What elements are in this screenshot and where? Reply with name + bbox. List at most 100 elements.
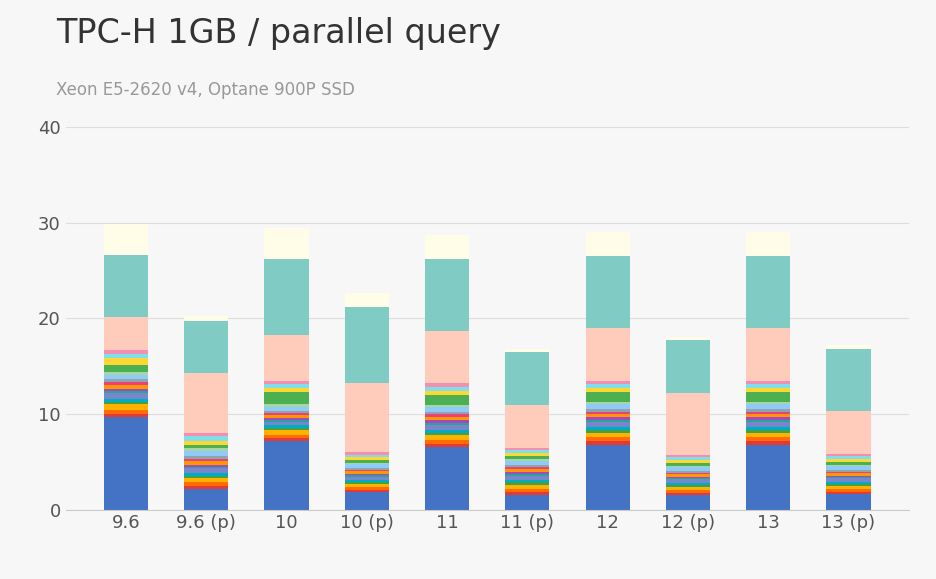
Bar: [264, 413, 308, 415]
Bar: [745, 409, 789, 412]
Bar: [425, 383, 469, 387]
Bar: [745, 445, 789, 510]
Bar: [104, 417, 148, 510]
Bar: [505, 456, 548, 459]
Bar: [826, 478, 870, 482]
Bar: [665, 490, 709, 493]
Bar: [184, 489, 228, 510]
Bar: [425, 331, 469, 383]
Bar: [665, 471, 709, 472]
Bar: [425, 430, 469, 433]
Bar: [184, 467, 228, 468]
Bar: [745, 420, 789, 422]
Bar: [344, 492, 388, 510]
Bar: [585, 445, 629, 510]
Bar: [344, 490, 388, 492]
Bar: [826, 472, 870, 473]
Bar: [264, 407, 308, 411]
Bar: [264, 420, 308, 422]
Bar: [264, 405, 308, 407]
Bar: [826, 477, 870, 478]
Bar: [264, 422, 308, 426]
Bar: [745, 384, 789, 388]
Bar: [104, 224, 148, 255]
Bar: [665, 466, 709, 467]
Bar: [104, 383, 148, 385]
Bar: [826, 411, 870, 454]
Bar: [425, 235, 469, 259]
Bar: [264, 430, 308, 434]
Bar: [184, 475, 228, 478]
Bar: [585, 380, 629, 384]
Bar: [104, 385, 148, 389]
Bar: [425, 444, 469, 448]
Bar: [184, 473, 228, 475]
Bar: [505, 492, 548, 495]
Bar: [104, 389, 148, 391]
Bar: [425, 395, 469, 405]
Bar: [585, 420, 629, 422]
Bar: [505, 450, 548, 453]
Bar: [505, 495, 548, 510]
Bar: [264, 438, 308, 441]
Bar: [505, 480, 548, 482]
Bar: [344, 468, 388, 470]
Bar: [585, 412, 629, 414]
Bar: [264, 441, 308, 510]
Bar: [505, 349, 548, 353]
Bar: [264, 381, 308, 384]
Bar: [104, 379, 148, 383]
Bar: [585, 388, 629, 393]
Bar: [826, 482, 870, 483]
Bar: [505, 472, 548, 474]
Bar: [585, 233, 629, 256]
Bar: [665, 457, 709, 460]
Bar: [505, 467, 548, 469]
Bar: [104, 375, 148, 379]
Bar: [505, 353, 548, 405]
Bar: [505, 474, 548, 475]
Bar: [665, 485, 709, 486]
Bar: [104, 394, 148, 399]
Bar: [826, 349, 870, 411]
Bar: [745, 388, 789, 393]
Bar: [665, 336, 709, 340]
Bar: [585, 256, 629, 328]
Bar: [184, 321, 228, 373]
Bar: [425, 417, 469, 420]
Bar: [745, 437, 789, 441]
Bar: [665, 483, 709, 485]
Bar: [425, 433, 469, 435]
Bar: [184, 451, 228, 456]
Bar: [585, 328, 629, 380]
Bar: [344, 455, 388, 457]
Bar: [665, 486, 709, 490]
Bar: [505, 405, 548, 448]
Bar: [344, 480, 388, 482]
Bar: [745, 233, 789, 256]
Bar: [745, 256, 789, 328]
Bar: [826, 475, 870, 477]
Bar: [665, 479, 709, 483]
Bar: [505, 475, 548, 480]
Text: Xeon E5-2620 v4, Optane 900P SSD: Xeon E5-2620 v4, Optane 900P SSD: [56, 81, 355, 99]
Bar: [104, 317, 148, 350]
Bar: [344, 452, 388, 455]
Bar: [826, 473, 870, 475]
Bar: [184, 433, 228, 437]
Bar: [104, 391, 148, 394]
Bar: [184, 461, 228, 464]
Bar: [344, 477, 388, 480]
Bar: [425, 415, 469, 417]
Bar: [745, 430, 789, 433]
Bar: [264, 418, 308, 420]
Bar: [344, 307, 388, 383]
Bar: [665, 495, 709, 510]
Bar: [585, 384, 629, 388]
Bar: [425, 387, 469, 391]
Bar: [425, 407, 469, 412]
Bar: [505, 459, 548, 461]
Bar: [344, 483, 388, 487]
Bar: [585, 417, 629, 420]
Bar: [505, 482, 548, 485]
